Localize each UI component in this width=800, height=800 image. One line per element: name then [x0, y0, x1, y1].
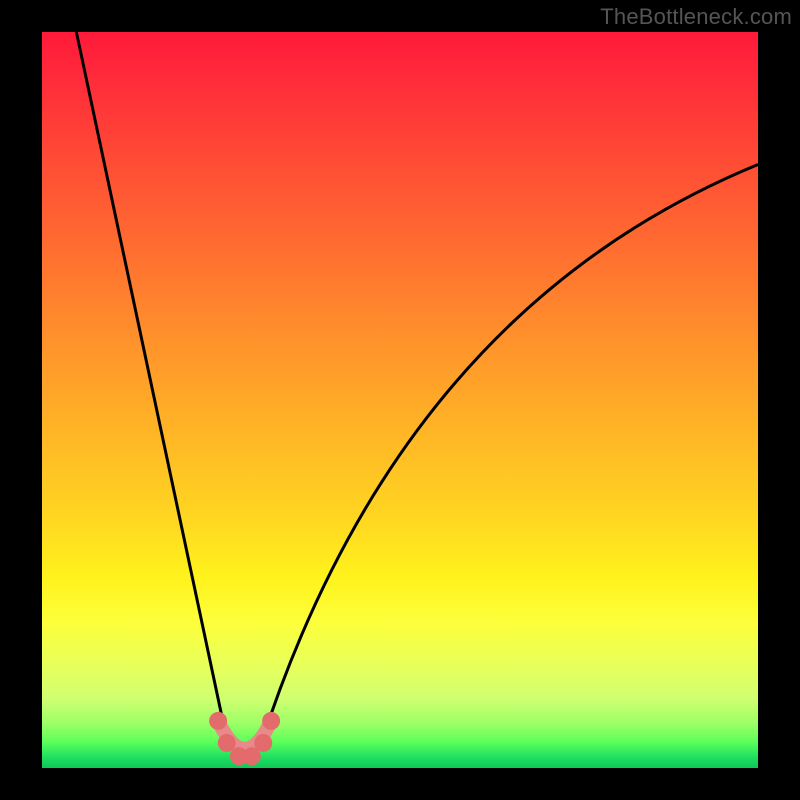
- trough-dot: [218, 734, 236, 752]
- trough-dot: [262, 712, 280, 730]
- chart-container: TheBottleneck.com: [0, 0, 800, 800]
- chart-svg: [0, 0, 800, 800]
- trough-dot: [254, 734, 272, 752]
- plot-area: [42, 32, 758, 768]
- watermark-text: TheBottleneck.com: [600, 4, 792, 30]
- trough-dot: [209, 712, 227, 730]
